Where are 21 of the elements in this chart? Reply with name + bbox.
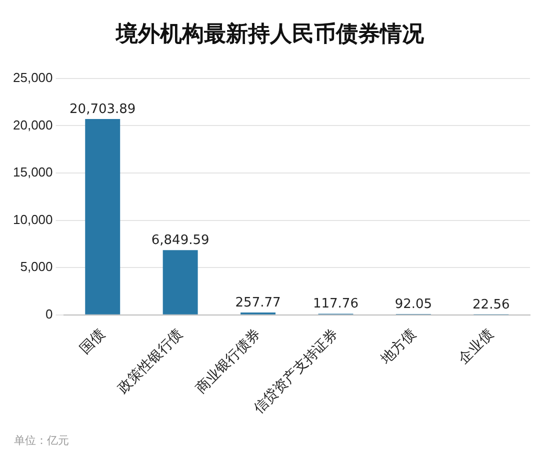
x-tick-label: 商业银行债券 — [192, 325, 263, 396]
y-tick-label: 15,000 — [12, 164, 53, 180]
x-tick-label: 政策性银行债 — [114, 325, 186, 396]
y-tick-label: 20,000 — [12, 117, 53, 132]
chart-title: 境外机构最新持人民币债券情况 — [115, 20, 425, 47]
x-tick-label: 地方债 — [376, 325, 418, 368]
y-tick-label: 5,000 — [20, 259, 53, 274]
data-label: 117.76 — [312, 296, 358, 312]
y-tick-label: 25,000 — [12, 70, 53, 85]
data-label: 92.05 — [394, 296, 432, 312]
x-tick-label: 国债 — [76, 325, 108, 357]
y-tick-label: 10,000 — [12, 212, 53, 227]
data-label: 257.77 — [235, 295, 281, 310]
data-label: 6,849.59 — [151, 232, 210, 248]
data-label: 20,703.89 — [70, 102, 136, 117]
bar — [85, 119, 120, 314]
data-label: 22.56 — [472, 298, 510, 313]
text: 单位：亿元 — [14, 433, 69, 448]
x-tick-label: 企业债 — [454, 325, 496, 366]
bar — [162, 250, 198, 314]
y-tick-label: 0 — [46, 306, 53, 322]
